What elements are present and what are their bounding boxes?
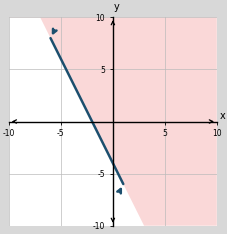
Text: y: y [114, 2, 119, 12]
Text: x: x [219, 111, 225, 121]
